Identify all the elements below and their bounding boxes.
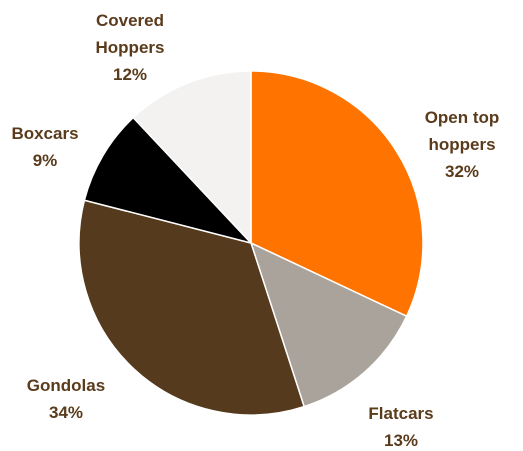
pie-labels: Open top hoppers 32% Flatcars 13% Gondolas 34%…: [11, 11, 499, 450]
pie-slices: [78, 70, 424, 416]
slice-name-label: Boxcars: [11, 124, 78, 143]
pie-slice-covered-hoppers: [132, 70, 252, 245]
pie-slice-flatcars: [249, 241, 408, 408]
pie-slice-open-top-hoppers: [250, 70, 424, 318]
slice-name-label: Covered: [96, 11, 164, 30]
slice-name-label: hoppers: [428, 135, 495, 154]
slice-percent-label: 9%: [33, 151, 58, 170]
slice-percent-label: 34%: [49, 403, 83, 422]
slice-name-label: Hoppers: [96, 38, 165, 57]
slice-percent-label: 32%: [445, 162, 479, 181]
pie-slice-boxcars: [83, 116, 254, 245]
slice-name-label: Gondolas: [27, 376, 105, 395]
slice-label-open-top-hoppers: Open top hoppers 32%: [425, 108, 500, 181]
slice-label-gondolas: Gondolas 34%: [27, 376, 105, 422]
slice-percent-label: 13%: [384, 431, 418, 450]
slice-label-covered-hoppers: Covered Hoppers 12%: [96, 11, 165, 84]
slice-label-boxcars: Boxcars 9%: [11, 124, 78, 170]
slice-label-flatcars: Flatcars 13%: [368, 404, 433, 450]
slice-percent-label: 12%: [113, 65, 147, 84]
slice-name-label: Open top: [425, 108, 500, 127]
slice-name-label: Flatcars: [368, 404, 433, 423]
pie-slice-gondolas: [78, 199, 306, 416]
